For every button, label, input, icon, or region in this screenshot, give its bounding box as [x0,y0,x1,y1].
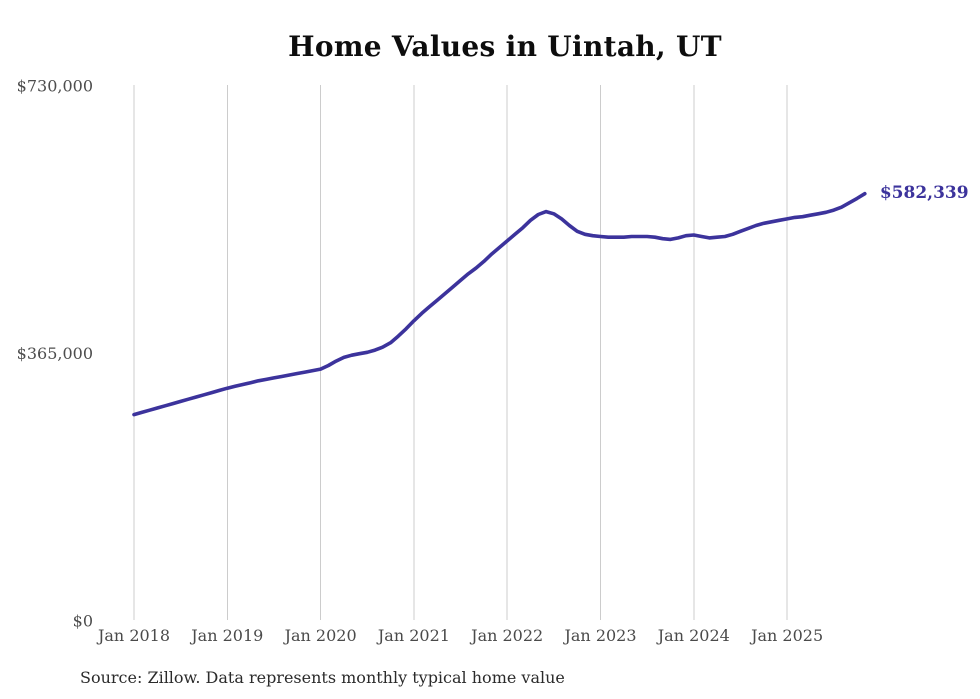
home-value-line [132,191,867,417]
x-tick-label: Jan 2019 [189,626,263,645]
x-tick-label: Jan 2024 [656,626,730,645]
x-tick-label: Jan 2018 [96,626,170,645]
x-tick-label: Jan 2020 [283,626,357,645]
latest-value-label: $582,339 [879,182,969,203]
x-tick-label: Jan 2022 [469,626,543,645]
x-tick-label: Jan 2025 [749,626,823,645]
y-tick-label: $365,000 [17,344,93,363]
y-tick-label: $730,000 [17,77,93,96]
chart-title: Home Values in Uintah, UT [288,30,722,63]
x-tick-label: Jan 2023 [562,626,636,645]
y-tick-label: $0 [73,612,93,631]
source-note: Source: Zillow. Data represents monthly … [80,668,565,687]
x-tick-label: Jan 2021 [376,626,450,645]
